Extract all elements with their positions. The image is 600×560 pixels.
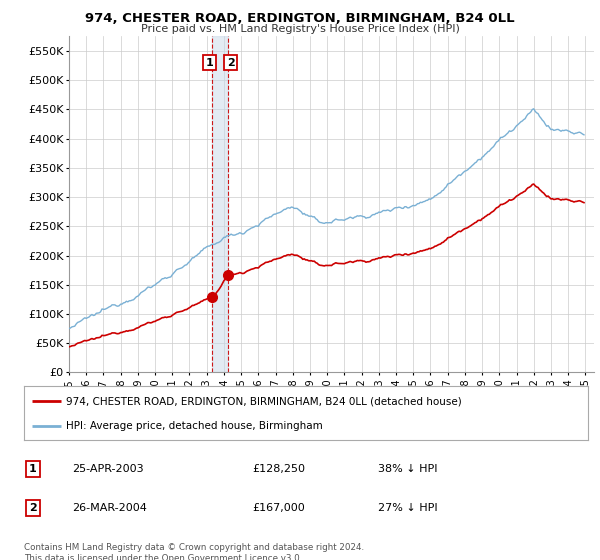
- Text: 27% ↓ HPI: 27% ↓ HPI: [378, 503, 437, 513]
- Text: £167,000: £167,000: [252, 503, 305, 513]
- Text: 974, CHESTER ROAD, ERDINGTON, BIRMINGHAM, B24 0LL: 974, CHESTER ROAD, ERDINGTON, BIRMINGHAM…: [85, 12, 515, 25]
- Text: 1: 1: [206, 58, 214, 68]
- Text: 1: 1: [29, 464, 37, 474]
- Text: £128,250: £128,250: [252, 464, 305, 474]
- Text: 2: 2: [29, 503, 37, 513]
- Text: Contains HM Land Registry data © Crown copyright and database right 2024.
This d: Contains HM Land Registry data © Crown c…: [24, 543, 364, 560]
- Text: 38% ↓ HPI: 38% ↓ HPI: [378, 464, 437, 474]
- Text: 25-APR-2003: 25-APR-2003: [72, 464, 143, 474]
- Bar: [212, 36, 228, 372]
- Text: HPI: Average price, detached house, Birmingham: HPI: Average price, detached house, Birm…: [66, 421, 323, 431]
- Text: Price paid vs. HM Land Registry's House Price Index (HPI): Price paid vs. HM Land Registry's House …: [140, 24, 460, 34]
- Text: 26-MAR-2004: 26-MAR-2004: [72, 503, 147, 513]
- Text: 2: 2: [227, 58, 235, 68]
- Text: 974, CHESTER ROAD, ERDINGTON, BIRMINGHAM, B24 0LL (detached house): 974, CHESTER ROAD, ERDINGTON, BIRMINGHAM…: [66, 396, 462, 407]
